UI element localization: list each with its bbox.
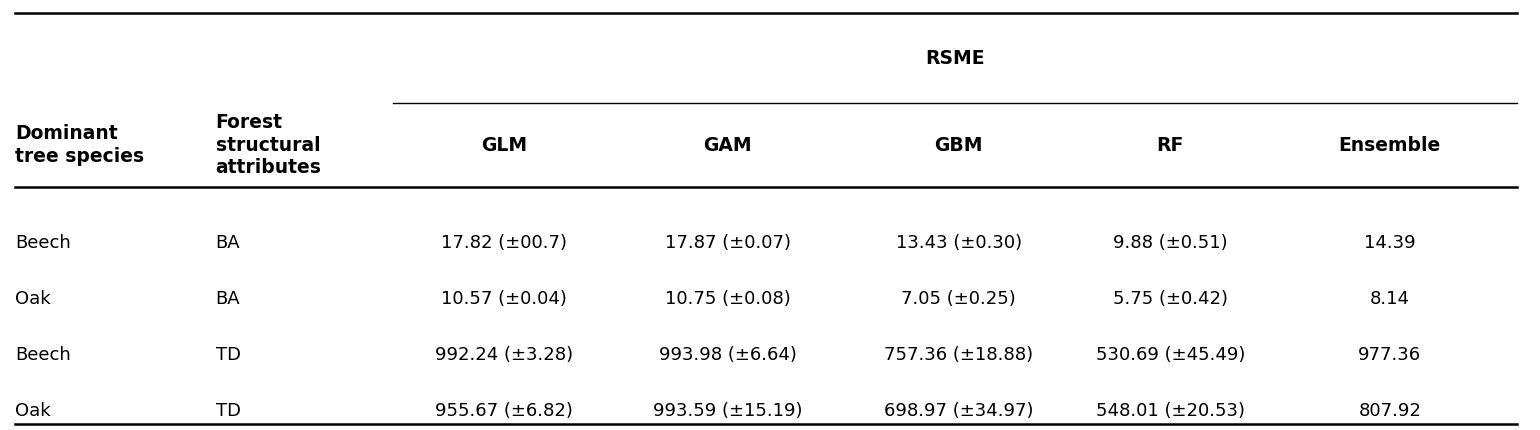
Text: 7.05 (±0.25): 7.05 (±0.25) — [901, 290, 1016, 308]
Text: 17.82 (±00.7): 17.82 (±00.7) — [442, 234, 567, 252]
Text: Beech: Beech — [15, 234, 71, 252]
Text: 10.57 (±0.04): 10.57 (±0.04) — [442, 290, 567, 308]
Text: BA: BA — [216, 234, 240, 252]
Text: RF: RF — [1157, 135, 1184, 155]
Text: 8.14: 8.14 — [1371, 290, 1409, 308]
Text: 14.39: 14.39 — [1364, 234, 1415, 252]
Text: 955.67 (±6.82): 955.67 (±6.82) — [436, 402, 573, 420]
Text: Oak: Oak — [15, 290, 51, 308]
Text: 5.75 (±0.42): 5.75 (±0.42) — [1113, 290, 1227, 308]
Text: 992.24 (±3.28): 992.24 (±3.28) — [436, 346, 573, 364]
Text: 548.01 (±20.53): 548.01 (±20.53) — [1096, 402, 1244, 420]
Text: 530.69 (±45.49): 530.69 (±45.49) — [1096, 346, 1244, 364]
Text: 993.59 (±15.19): 993.59 (±15.19) — [653, 402, 802, 420]
Text: 10.75 (±0.08): 10.75 (±0.08) — [665, 290, 790, 308]
Text: Forest
structural
attributes: Forest structural attributes — [216, 113, 322, 177]
Text: 13.43 (±0.30): 13.43 (±0.30) — [896, 234, 1021, 252]
Text: GAM: GAM — [704, 135, 752, 155]
Text: GLM: GLM — [482, 135, 527, 155]
Text: 17.87 (±0.07): 17.87 (±0.07) — [665, 234, 790, 252]
Text: RSME: RSME — [926, 49, 984, 68]
Text: 993.98 (±6.64): 993.98 (±6.64) — [659, 346, 796, 364]
Text: Oak: Oak — [15, 402, 51, 420]
Text: Dominant
tree species: Dominant tree species — [15, 124, 145, 166]
Text: TD: TD — [216, 346, 240, 364]
Text: TD: TD — [216, 402, 240, 420]
Text: Ensemble: Ensemble — [1338, 135, 1441, 155]
Text: 757.36 (±18.88): 757.36 (±18.88) — [884, 346, 1033, 364]
Text: BA: BA — [216, 290, 240, 308]
Text: 9.88 (±0.51): 9.88 (±0.51) — [1113, 234, 1227, 252]
Text: 807.92: 807.92 — [1358, 402, 1421, 420]
Text: 977.36: 977.36 — [1358, 346, 1421, 364]
Text: GBM: GBM — [935, 135, 983, 155]
Text: Beech: Beech — [15, 346, 71, 364]
Text: 698.97 (±34.97): 698.97 (±34.97) — [884, 402, 1033, 420]
